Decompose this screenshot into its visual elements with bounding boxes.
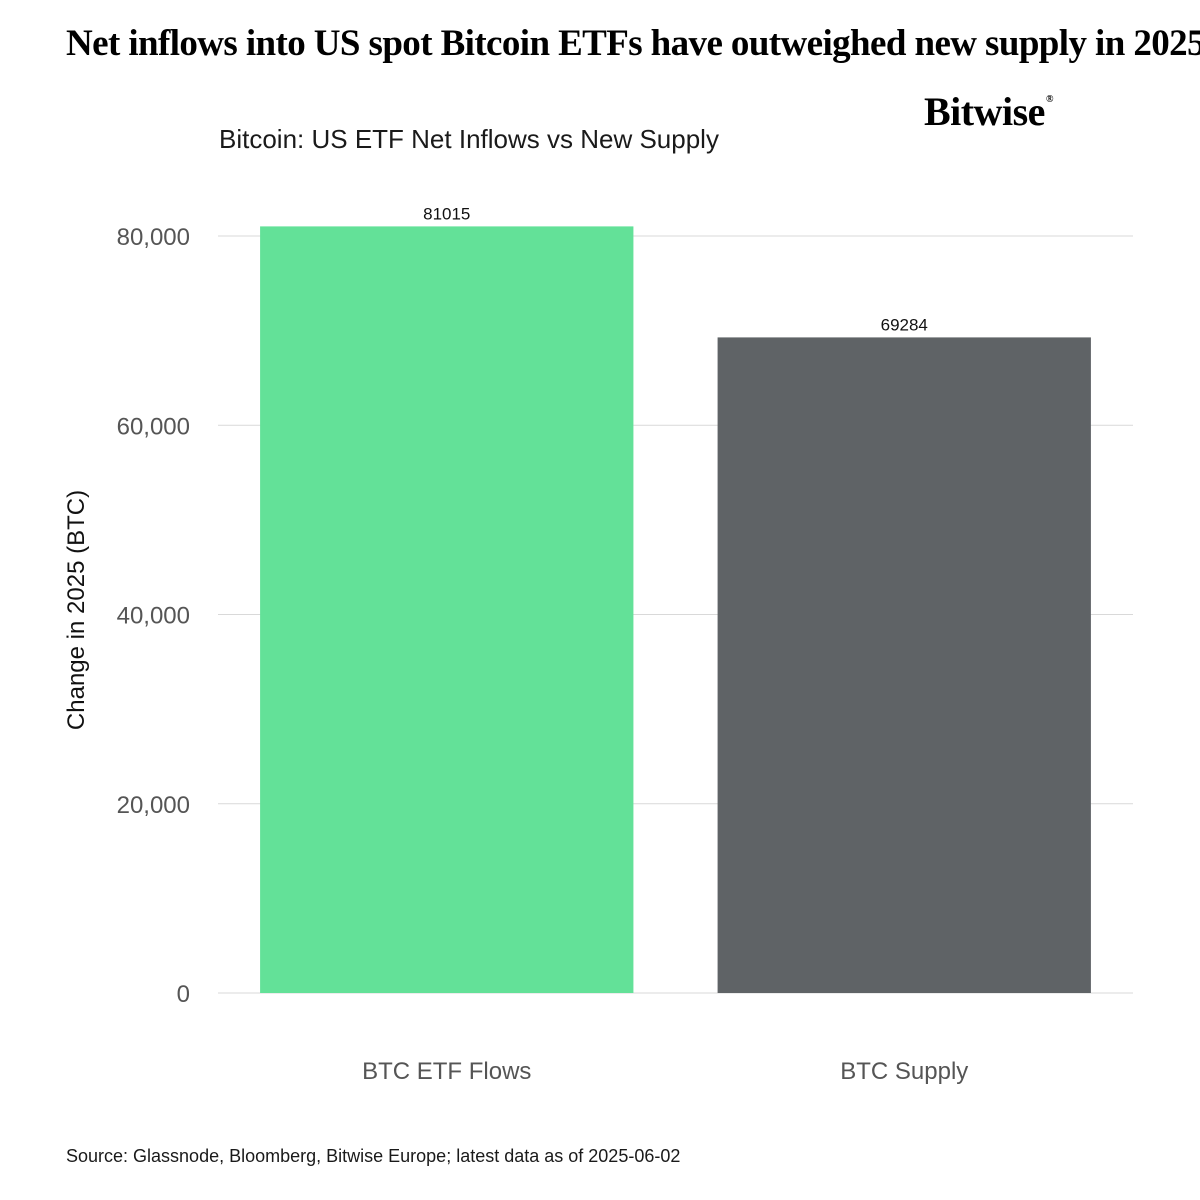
bar-value-label: 69284 bbox=[881, 315, 928, 334]
y-tick-label: 0 bbox=[177, 981, 190, 1008]
bar-value-label: 81015 bbox=[423, 204, 470, 223]
y-tick-label: 40,000 bbox=[117, 603, 190, 630]
registered-mark: ® bbox=[1045, 94, 1053, 105]
x-axis-categories: BTC ETF Flows BTC Supply bbox=[362, 1058, 968, 1085]
y-axis-label: Change in 2025 (BTC) bbox=[63, 490, 90, 730]
y-tick-label: 60,000 bbox=[117, 413, 190, 440]
bar-btc-supply bbox=[717, 337, 1091, 993]
value-labels: 81015 69284 bbox=[423, 204, 928, 334]
bars bbox=[260, 226, 1091, 993]
chart-title: Bitcoin: US ETF Net Inflows vs New Suppl… bbox=[219, 124, 719, 154]
x-category-label: BTC Supply bbox=[840, 1058, 968, 1085]
y-tick-label: 20,000 bbox=[117, 792, 190, 819]
headline: Net inflows into US spot Bitcoin ETFs ha… bbox=[66, 23, 1200, 64]
bar-btc-etf-flows bbox=[260, 226, 634, 993]
y-axis-ticks: 0 20,000 40,000 60,000 80,000 bbox=[117, 224, 190, 1008]
source-note: Source: Glassnode, Bloomberg, Bitwise Eu… bbox=[66, 1146, 681, 1166]
logo-text: Bitwise bbox=[924, 89, 1045, 134]
y-tick-label: 80,000 bbox=[117, 224, 190, 251]
bitwise-logo: Bitwise® bbox=[924, 88, 1053, 135]
x-category-label: BTC ETF Flows bbox=[362, 1058, 531, 1085]
